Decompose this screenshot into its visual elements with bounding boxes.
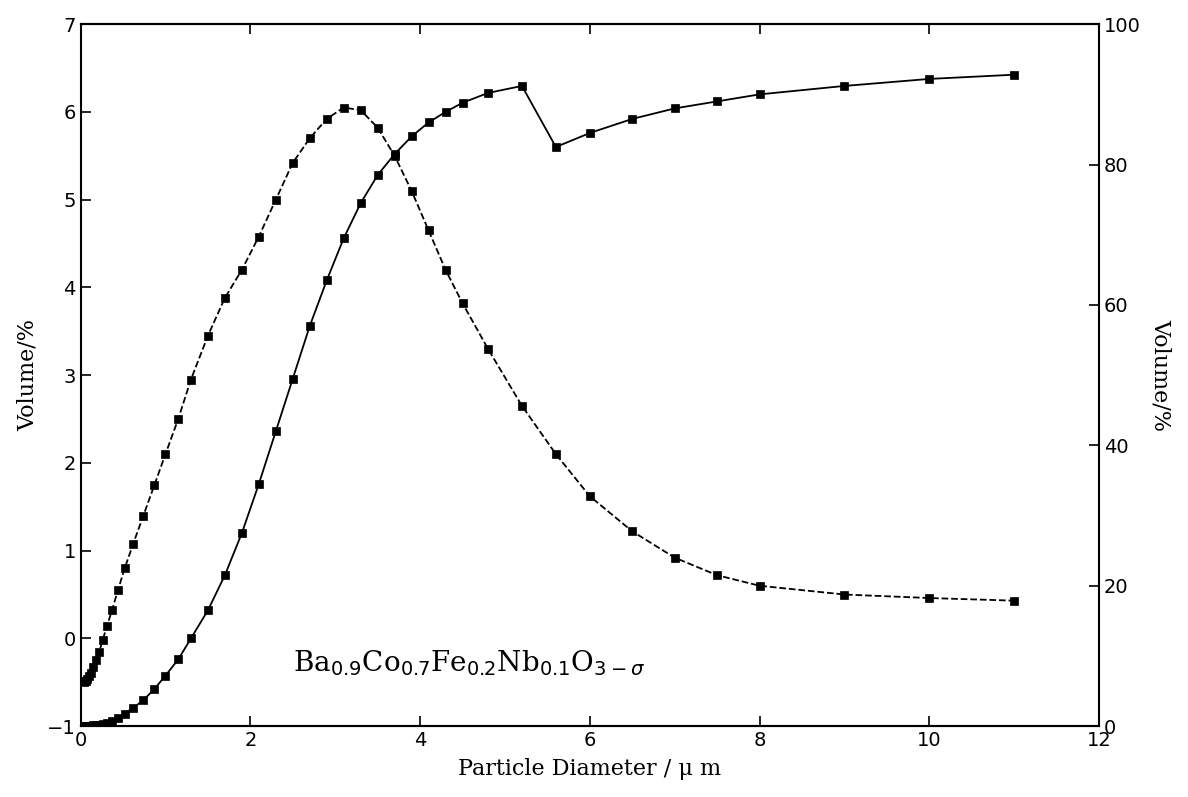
Y-axis label: Volume/%: Volume/% [17,319,39,431]
Y-axis label: Volume/%: Volume/% [1149,319,1171,431]
X-axis label: Particle Diameter / μ m: Particle Diameter / μ m [459,758,721,780]
Text: Ba$_{0.9}$Co$_{0.7}$Fe$_{0.2}$Nb$_{0.1}$O$_{3-\sigma}$: Ba$_{0.9}$Co$_{0.7}$Fe$_{0.2}$Nb$_{0.1}$… [292,648,645,678]
